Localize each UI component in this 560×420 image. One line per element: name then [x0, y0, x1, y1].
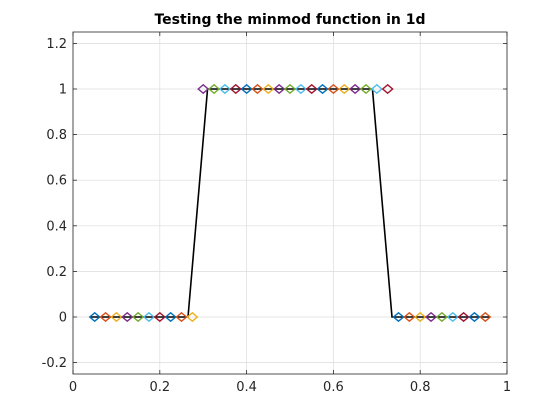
series-markers [88, 83, 492, 323]
y-tick-label: 1.2 [46, 37, 67, 52]
axes-ticks: 0 0.2 0.4 0.6 0.8 1-0.200.20.40.60.811.2 [42, 32, 511, 395]
data-point-marker [479, 311, 492, 323]
y-tick-label: 0.6 [46, 174, 67, 189]
data-point-marker [186, 311, 199, 323]
y-tick-label: 1 [59, 83, 67, 98]
y-tick-label: -0.2 [42, 356, 67, 371]
data-point-marker [381, 83, 394, 95]
y-tick-label: 0.2 [46, 265, 67, 280]
x-tick-label: 0.2 [149, 380, 170, 395]
x-tick-label: 0.4 [236, 380, 257, 395]
y-tick-label: 0.8 [46, 128, 67, 143]
x-tick-label: 0 [69, 380, 77, 395]
x-tick-label: 0.6 [323, 380, 344, 395]
plot-area [72, 31, 508, 375]
series-line [90, 88, 490, 318]
chart-title: Testing the minmod function in 1d [154, 12, 425, 28]
profile-line [90, 88, 490, 318]
y-tick-label: 0 [59, 311, 67, 326]
x-tick-label: 1 [503, 380, 511, 395]
y-tick-label: 0.4 [46, 219, 67, 234]
x-tick-label: 0.8 [410, 380, 431, 395]
